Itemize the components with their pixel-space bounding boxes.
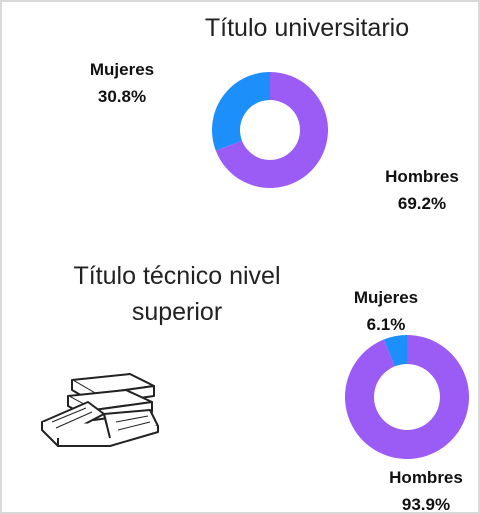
value-label: 69.2% <box>397 194 447 213</box>
value-label: 30.8% <box>97 87 147 106</box>
value-label: 6.1% <box>366 315 406 334</box>
value-label: 93.9% <box>401 495 451 514</box>
category-label: Hombres <box>389 468 463 487</box>
donut-segment <box>212 72 270 151</box>
donut-segment <box>383 335 407 367</box>
category-label: Mujeres <box>89 60 155 79</box>
category-label: Hombres <box>385 167 459 186</box>
category-label: Mujeres <box>353 288 419 307</box>
donut-segment <box>345 335 469 459</box>
donut-segment <box>215 72 328 188</box>
chart-title: Título universitario <box>204 14 410 42</box>
chart-title: Título técnico nivel superior <box>73 262 281 326</box>
books-icon <box>41 373 159 447</box>
